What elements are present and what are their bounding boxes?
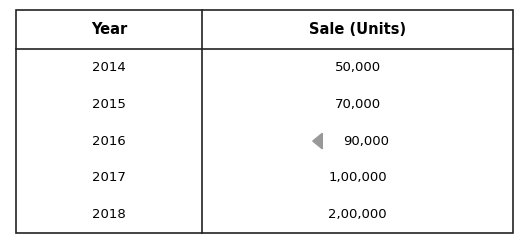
- Text: 1,00,000: 1,00,000: [329, 172, 387, 184]
- Text: 2018: 2018: [92, 208, 126, 221]
- Polygon shape: [313, 133, 322, 149]
- Text: 2016: 2016: [92, 135, 126, 148]
- Text: 2,00,000: 2,00,000: [329, 208, 387, 221]
- Text: Year: Year: [91, 22, 127, 37]
- Text: 90,000: 90,000: [343, 135, 389, 148]
- Text: 2015: 2015: [92, 98, 126, 111]
- Text: 50,000: 50,000: [335, 61, 381, 74]
- Text: 70,000: 70,000: [335, 98, 381, 111]
- Text: 2017: 2017: [92, 172, 126, 184]
- Text: 2014: 2014: [92, 61, 126, 74]
- Text: Sale (Units): Sale (Units): [309, 22, 406, 37]
